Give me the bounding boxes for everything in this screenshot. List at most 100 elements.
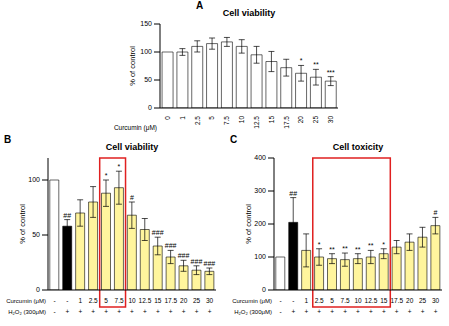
svg-text:+: + (408, 308, 412, 315)
svg-text:1: 1 (179, 116, 186, 120)
svg-text:###: ### (204, 260, 216, 267)
svg-text:-: - (279, 297, 281, 304)
svg-text:##: ## (63, 212, 71, 219)
svg-text:**: ** (342, 245, 348, 252)
svg-text:0: 0 (36, 286, 40, 293)
svg-text:20: 20 (180, 297, 188, 304)
svg-text:5: 5 (330, 297, 334, 304)
svg-text:+: + (421, 308, 425, 315)
svg-text:+: + (130, 308, 134, 315)
svg-text:+: + (208, 308, 212, 315)
svg-text:400: 400 (254, 154, 266, 161)
svg-text:+: + (65, 308, 69, 315)
svg-text:2.5: 2.5 (315, 297, 324, 304)
svg-text:*: * (105, 172, 108, 179)
svg-text:200: 200 (254, 220, 266, 227)
svg-text:*: * (118, 163, 121, 170)
svg-text:5: 5 (208, 116, 215, 120)
svg-text:+: + (117, 308, 121, 315)
svg-text:25: 25 (193, 297, 201, 304)
svg-text:2.5: 2.5 (89, 297, 98, 304)
svg-text:#: # (433, 209, 437, 216)
svg-text:+: + (382, 308, 386, 315)
svg-text:##: ## (289, 190, 297, 197)
svg-text:+: + (395, 308, 399, 315)
svg-text:100: 100 (140, 48, 152, 55)
svg-text:Curcumin (μM): Curcumin (μM) (114, 124, 157, 132)
svg-text:1: 1 (304, 297, 308, 304)
svg-text:0: 0 (148, 104, 152, 111)
svg-text:+: + (304, 308, 308, 315)
svg-text:15: 15 (268, 116, 275, 124)
svg-text:**: ** (368, 242, 374, 249)
svg-text:**: ** (329, 246, 335, 253)
svg-text:+: + (156, 308, 160, 315)
svg-text:-: - (66, 297, 68, 304)
svg-text:10: 10 (128, 297, 136, 304)
svg-text:-: - (53, 297, 55, 304)
svg-text:0: 0 (164, 116, 171, 120)
svg-text:###: ### (178, 252, 190, 259)
svg-text:+: + (369, 308, 373, 315)
svg-text:#: # (130, 194, 134, 201)
svg-text:17.5: 17.5 (390, 297, 403, 304)
svg-text:+: + (104, 308, 108, 315)
svg-text:+: + (434, 308, 438, 315)
svg-text:17.5: 17.5 (283, 116, 290, 129)
svg-text:+: + (317, 308, 321, 315)
svg-text:+: + (356, 308, 360, 315)
svg-text:-: - (292, 297, 294, 304)
svg-text:**: ** (355, 246, 361, 253)
svg-text:H₂O₂ (300μM): H₂O₂ (300μM) (8, 309, 46, 315)
svg-text:+: + (195, 308, 199, 315)
svg-text:7.5: 7.5 (341, 297, 350, 304)
svg-text:-: - (53, 308, 55, 315)
svg-text:###: ### (152, 229, 164, 236)
svg-text:20: 20 (406, 297, 414, 304)
svg-text:*: * (318, 241, 321, 248)
svg-text:50: 50 (144, 76, 152, 83)
svg-text:10: 10 (354, 297, 362, 304)
svg-text:25: 25 (419, 297, 427, 304)
svg-text:150: 150 (140, 20, 152, 27)
svg-text:-: - (279, 308, 281, 315)
svg-text:**: ** (313, 61, 319, 68)
svg-text:+: + (91, 308, 95, 315)
svg-text:20: 20 (297, 116, 304, 124)
svg-text:###: ### (165, 242, 177, 249)
svg-text:+: + (78, 308, 82, 315)
svg-text:+: + (143, 308, 147, 315)
svg-text:Curcumin (μM): Curcumin (μM) (8, 298, 46, 304)
svg-text:30: 30 (327, 116, 334, 124)
svg-text:5: 5 (104, 297, 108, 304)
svg-text:50: 50 (32, 231, 40, 238)
svg-text:7.5: 7.5 (223, 116, 230, 125)
svg-text:+: + (169, 308, 173, 315)
svg-text:25: 25 (312, 116, 319, 124)
svg-text:###: ### (191, 258, 203, 265)
svg-text:30: 30 (206, 297, 214, 304)
svg-text:300: 300 (254, 187, 266, 194)
svg-text:*: * (300, 57, 303, 64)
svg-text:7.5: 7.5 (115, 297, 124, 304)
svg-text:100: 100 (28, 176, 40, 183)
svg-text:***: *** (327, 69, 335, 76)
svg-text:H₂O₂ (300μM): H₂O₂ (300μM) (234, 309, 272, 315)
svg-text:0: 0 (262, 286, 266, 293)
svg-text:17.5: 17.5 (164, 297, 177, 304)
svg-text:Curcumin (μM): Curcumin (μM) (232, 298, 272, 304)
svg-text:+: + (343, 308, 347, 315)
svg-text:12.5: 12.5 (139, 297, 152, 304)
svg-text:30: 30 (432, 297, 440, 304)
svg-text:12.5: 12.5 (365, 297, 378, 304)
svg-text:1: 1 (78, 297, 82, 304)
svg-text:10: 10 (238, 116, 245, 124)
svg-text:+: + (182, 308, 186, 315)
svg-text:100: 100 (254, 253, 266, 260)
svg-text:2.5: 2.5 (194, 116, 201, 125)
svg-text:*: * (382, 241, 385, 248)
svg-text:+: + (291, 308, 295, 315)
svg-text:15: 15 (154, 297, 162, 304)
svg-text:+: + (330, 308, 334, 315)
svg-text:15: 15 (380, 297, 388, 304)
